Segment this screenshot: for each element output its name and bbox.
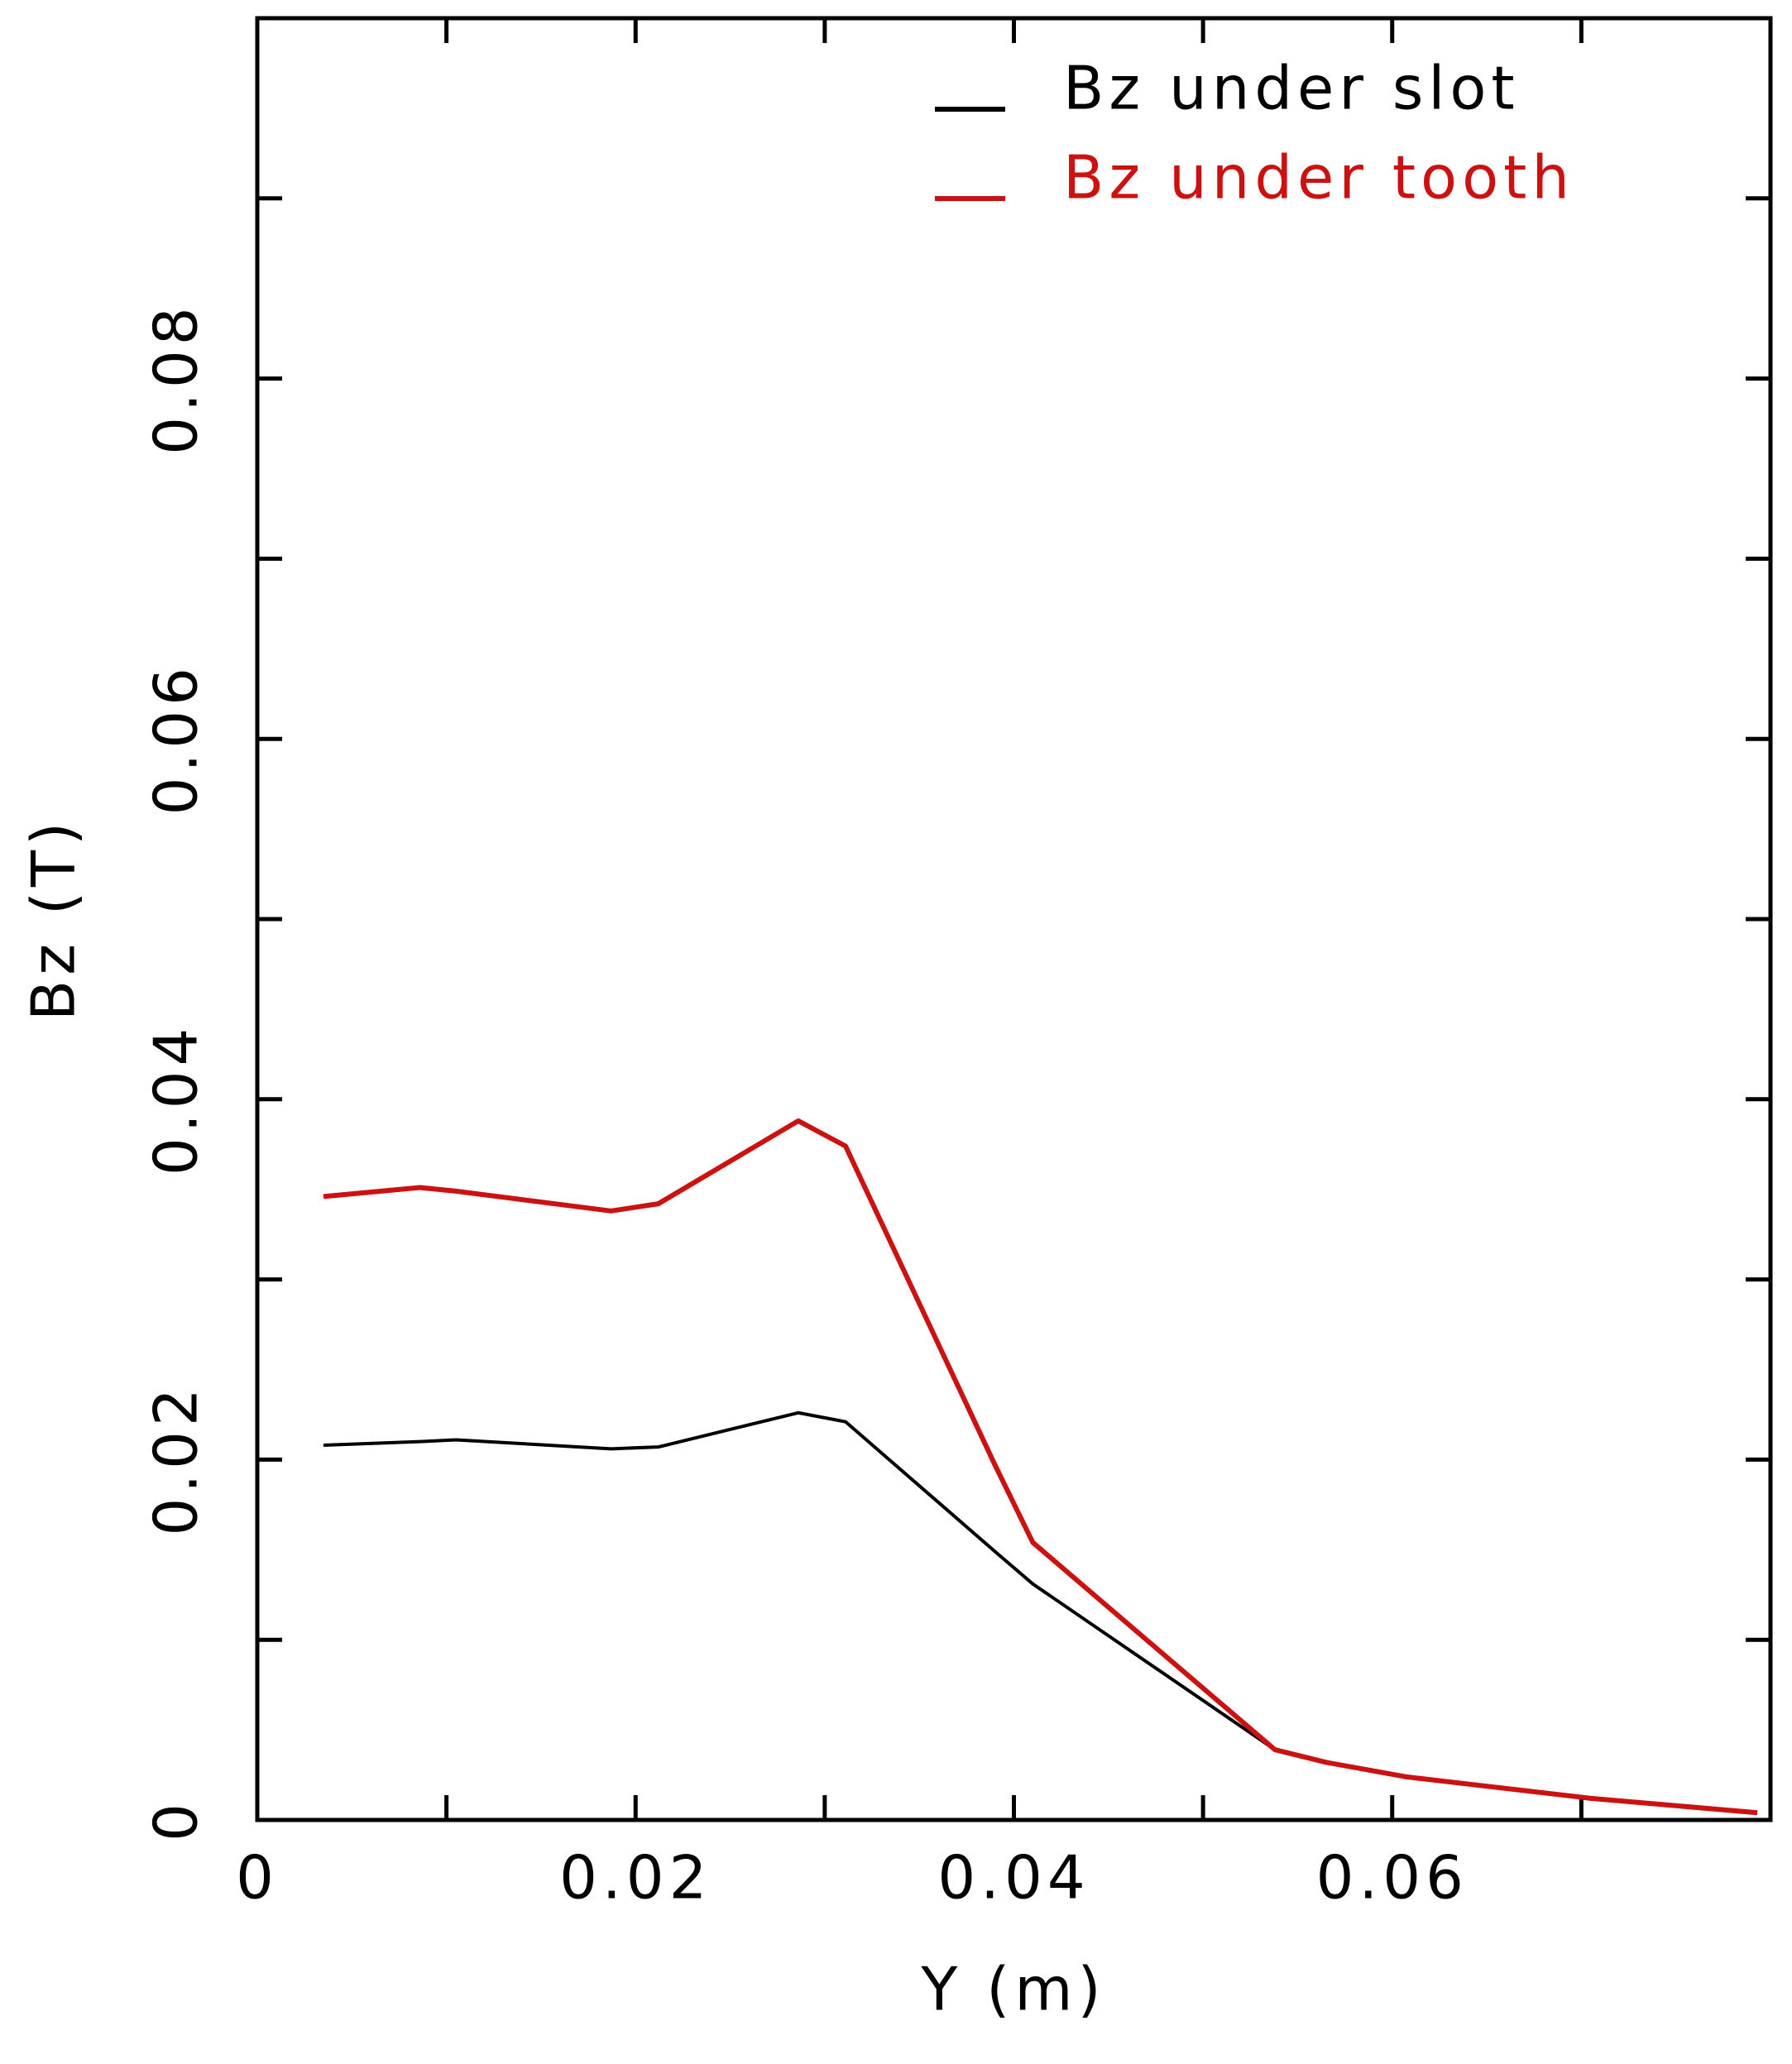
data-line	[323, 1118, 1758, 1816]
x-tick-label: 0.04	[937, 1843, 1090, 1913]
y-axis-title: Bz (T)	[19, 817, 89, 1021]
plot-frame	[255, 16, 1773, 1822]
x-tick-label: 0	[236, 1843, 279, 1913]
y-tick-label: 0.08	[141, 302, 211, 454]
legend-label: Bz under slot	[1063, 54, 1520, 123]
x-tick-label: 0.06	[1316, 1843, 1469, 1913]
y-tick-label: 0	[141, 1798, 211, 1841]
data-line	[323, 1410, 1758, 1815]
y-tick-label: 0.06	[141, 663, 211, 815]
x-tick-label: 0.02	[559, 1843, 712, 1913]
x-axis-title: Y (m)	[920, 1955, 1105, 2024]
y-tick-label: 0.04	[141, 1023, 211, 1176]
legend-label: Bz under tooth	[1063, 143, 1574, 213]
y-tick-label: 0.02	[141, 1383, 211, 1535]
